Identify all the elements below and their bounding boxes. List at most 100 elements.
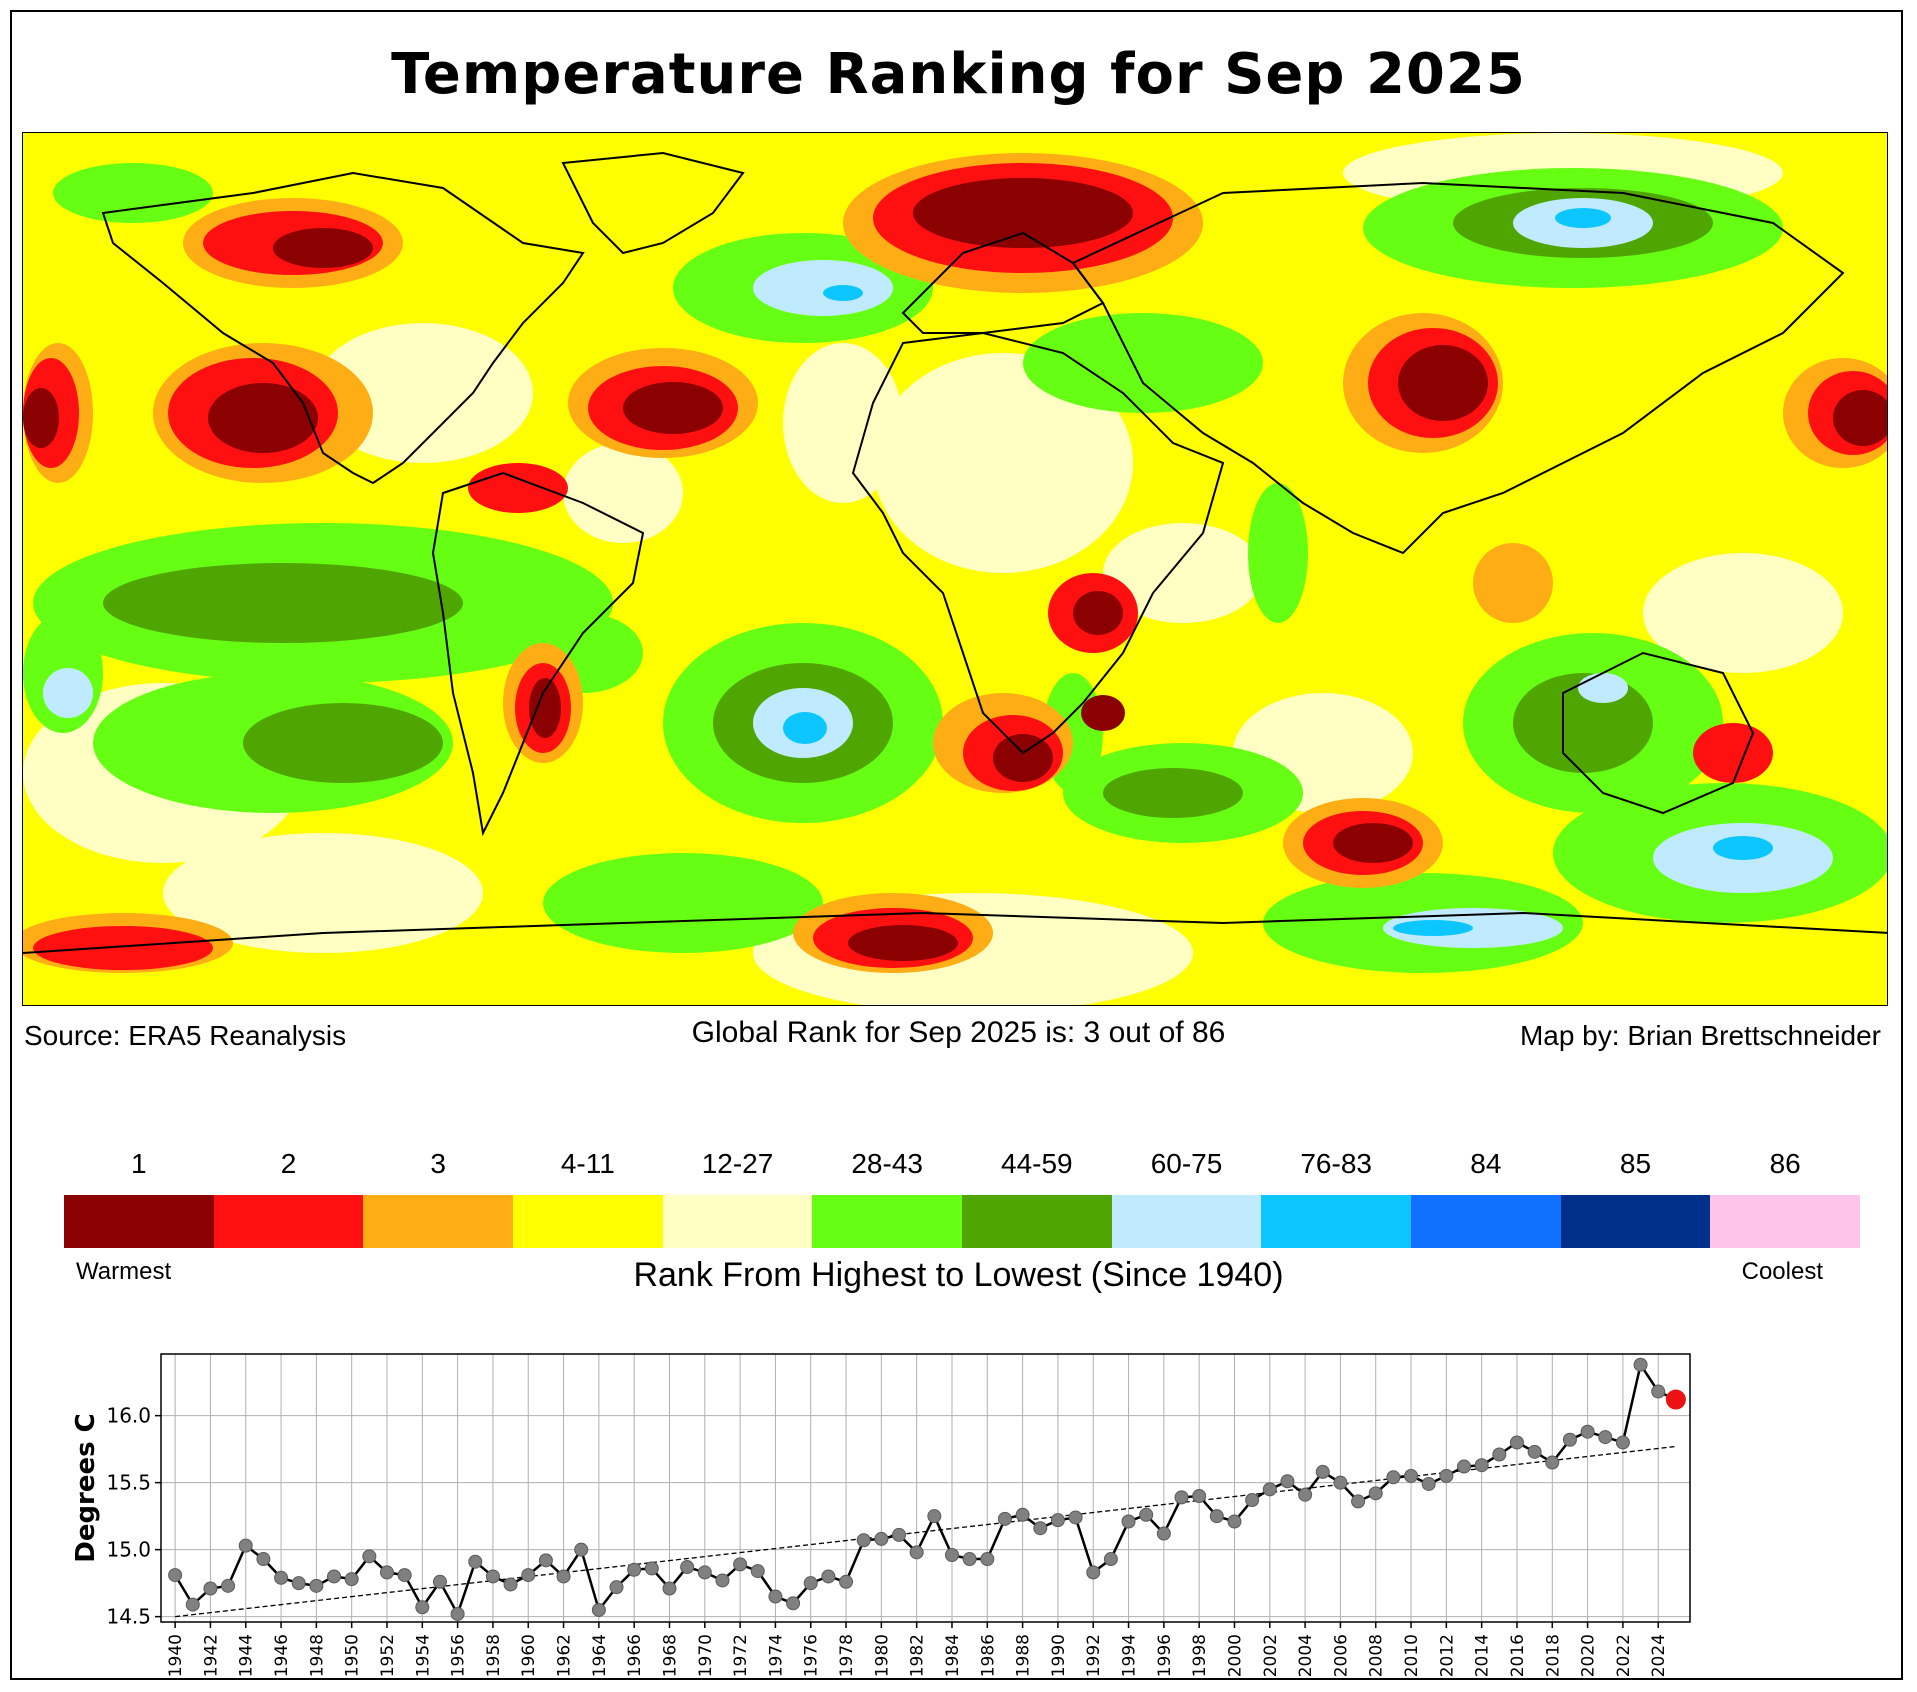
legend-swatch-28-43 <box>812 1195 963 1248</box>
data-point <box>485 1569 500 1584</box>
legend-swatch-76-83 <box>1261 1195 1412 1248</box>
south-america-outline <box>431 471 645 837</box>
data-point <box>1598 1430 1613 1445</box>
data-point <box>1404 1468 1419 1483</box>
data-point <box>1262 1482 1277 1497</box>
data-point <box>927 1509 942 1524</box>
data-point <box>680 1560 695 1575</box>
legend-swatch-60-75 <box>1111 1195 1262 1248</box>
data-point <box>627 1562 642 1577</box>
x-tick-label: 2002 <box>1261 1634 1281 1677</box>
x-tick-label: 2000 <box>1225 1634 1245 1677</box>
data-point <box>1068 1510 1083 1525</box>
data-point <box>274 1570 289 1585</box>
legend-label-44-59: 44-59 <box>1001 1148 1073 1179</box>
data-point <box>556 1569 571 1584</box>
data-point <box>1103 1552 1118 1567</box>
x-tick-label: 1972 <box>731 1634 751 1677</box>
x-tick-label: 1990 <box>1049 1634 1069 1677</box>
data-point <box>1315 1464 1330 1479</box>
data-point <box>1457 1459 1472 1474</box>
data-point <box>185 1597 200 1612</box>
legend-label-4-11: 4-11 <box>560 1148 615 1179</box>
legend-swatch-2 <box>213 1195 364 1248</box>
x-tick-label: 1968 <box>660 1634 680 1677</box>
data-point <box>821 1569 836 1584</box>
x-tick-label: 1960 <box>519 1634 539 1677</box>
x-tick-label: 1996 <box>1155 1634 1175 1677</box>
data-point <box>874 1531 889 1546</box>
data-point <box>1562 1432 1577 1447</box>
data-point <box>1333 1475 1348 1490</box>
data-point <box>1651 1384 1666 1399</box>
data-point <box>309 1578 324 1593</box>
legend-swatch-44-59 <box>962 1195 1112 1248</box>
x-tick-label: 1984 <box>943 1634 963 1677</box>
data-point <box>644 1561 659 1576</box>
world-rank-map <box>22 132 1888 1006</box>
x-tick-label: 1962 <box>555 1634 575 1677</box>
legend-swatch-1 <box>64 1195 214 1248</box>
data-point <box>750 1564 765 1579</box>
data-point <box>1439 1468 1454 1483</box>
x-tick-label: 1986 <box>978 1634 998 1677</box>
x-tick-label: 1966 <box>625 1634 645 1677</box>
data-point <box>1527 1444 1542 1459</box>
legend-label-2: 2 <box>280 1148 297 1179</box>
data-point <box>168 1568 183 1583</box>
data-point <box>538 1553 553 1568</box>
data-point <box>574 1542 589 1557</box>
x-tick-label: 2006 <box>1331 1634 1351 1677</box>
source-caption: Source: ERA5 Reanalysis <box>24 1020 347 1051</box>
data-point <box>291 1576 306 1591</box>
x-tick-label: 2020 <box>1579 1634 1599 1677</box>
x-tick-label: 2016 <box>1508 1634 1528 1677</box>
x-tick-label: 1954 <box>413 1634 433 1677</box>
y-tick-label: 16.0 <box>106 1404 151 1428</box>
data-point <box>1633 1357 1648 1372</box>
legend-swatch-84 <box>1411 1195 1561 1248</box>
data-point <box>1298 1487 1313 1502</box>
continent-outlines <box>23 151 1887 954</box>
data-point <box>909 1545 924 1560</box>
data-point <box>856 1533 871 1548</box>
x-tick-label: 1978 <box>837 1634 857 1677</box>
x-tick-label: 2008 <box>1367 1634 1387 1677</box>
x-tick-label: 1950 <box>343 1634 363 1677</box>
greenland-outline <box>561 151 745 255</box>
y-axis-label: Degrees C <box>71 1413 101 1563</box>
data-point <box>1156 1526 1171 1541</box>
legend-bin-labels: 1 2 3 4-11 12-27 28-43 44-59 60-75 76-83 84 85 86 <box>64 1148 1860 1188</box>
legend-axis-title: Rank From Highest to Lowest (Since 1940) <box>633 1256 1284 1294</box>
data-point <box>1086 1565 1101 1580</box>
data-point <box>839 1574 854 1589</box>
x-tick-label: 1976 <box>802 1634 822 1677</box>
asia-outline <box>1071 181 1845 555</box>
temperature-timeseries-chart: 14.5 15.0 15.5 16.0 1940 1942 1944 1946 1948 1950… <box>71 1353 1691 1677</box>
x-tick-label: 2022 <box>1614 1634 1634 1677</box>
data-point <box>1121 1514 1136 1529</box>
data-point <box>344 1572 359 1587</box>
data-point <box>1368 1486 1383 1501</box>
data-point <box>503 1577 518 1592</box>
data-point <box>221 1578 236 1593</box>
data-point <box>256 1552 271 1567</box>
data-point <box>203 1581 218 1596</box>
data-point <box>715 1573 730 1588</box>
legend-label-12-27: 12-27 <box>701 1148 774 1179</box>
data-point <box>892 1527 907 1542</box>
data-point <box>1209 1509 1224 1524</box>
data-point <box>1227 1514 1242 1529</box>
data-point <box>415 1600 430 1615</box>
legend-swatch-85 <box>1560 1195 1711 1248</box>
legend-label-86: 86 <box>1769 1148 1801 1179</box>
data-point <box>1492 1447 1507 1462</box>
x-tick-label: 1970 <box>696 1634 716 1677</box>
figure-frame <box>10 10 1903 1680</box>
data-point <box>362 1549 377 1564</box>
legend-swatch-4-11 <box>513 1195 663 1248</box>
data-point <box>1509 1435 1524 1450</box>
data-point <box>327 1569 342 1584</box>
x-tick-label: 1952 <box>378 1634 398 1677</box>
data-point <box>1615 1435 1630 1450</box>
